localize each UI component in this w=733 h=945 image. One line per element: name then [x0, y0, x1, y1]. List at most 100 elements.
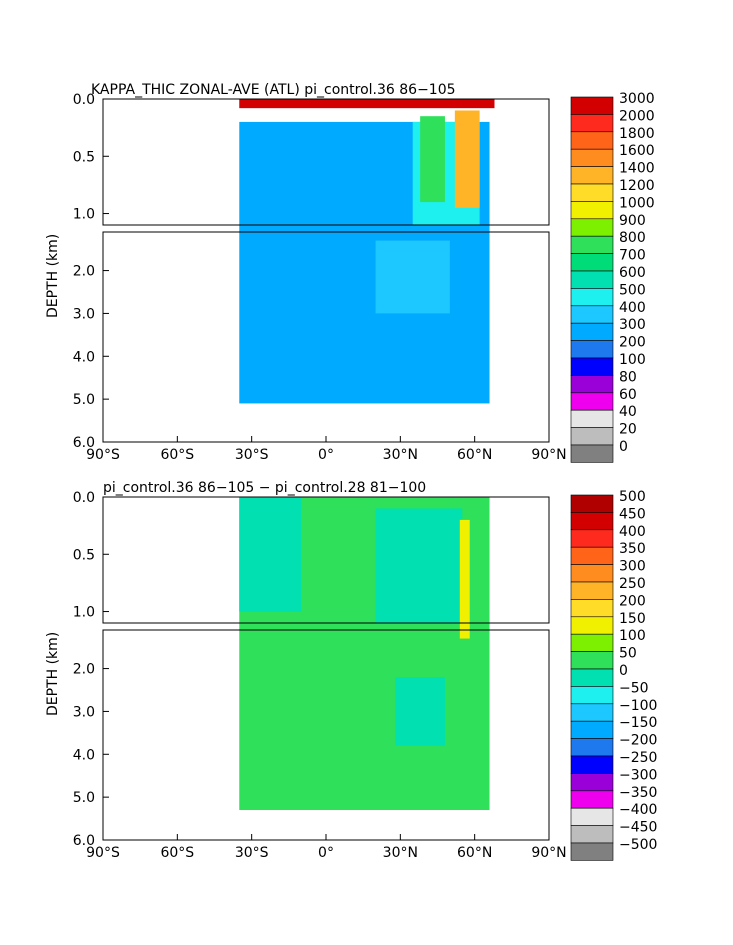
colorbar-label: 1200: [619, 178, 655, 194]
colorbar-label: 20: [619, 422, 637, 438]
contour-region: [239, 225, 489, 403]
colorbar-swatch: [571, 547, 613, 564]
x-tick-label: 60°S: [160, 845, 194, 861]
x-tick-label: 30°S: [235, 845, 269, 861]
colorbar-label: 500: [619, 282, 646, 298]
colorbar-swatch: [571, 219, 613, 236]
panel1-y-ticks: 0.0 0.5 1.0 2.0 3.0 4.0 5.0 6.0: [73, 92, 109, 451]
panel-difference: pi_control.36 86−105 − pi_control.28 …: [45, 480, 657, 861]
panel1-title: KAPPA_THIC ZONAL-AVE (ATL) pi_control.36…: [91, 82, 456, 98]
colorbar-label: 350: [619, 541, 646, 557]
colorbar-label: 400: [619, 300, 646, 316]
colorbar-label: 0: [619, 663, 628, 679]
contour-region: [239, 99, 494, 108]
y-tick-label: 2.0: [73, 264, 95, 280]
panel2-x-ticks: 90°S 60°S 30°S 0° 30°N 60°N 90°N: [86, 834, 567, 861]
contour-region: [455, 110, 480, 207]
colorbar-swatch: [571, 114, 613, 131]
colorbar-swatch: [571, 236, 613, 253]
panel1-filled-contours: [239, 99, 494, 403]
contour-region: [420, 116, 445, 202]
colorbar-swatch: [571, 358, 613, 375]
colorbar-swatch: [571, 97, 613, 114]
y-tick-label: 3.0: [73, 704, 95, 720]
colorbar-swatch: [571, 582, 613, 599]
colorbar-swatch: [571, 617, 613, 634]
colorbar-label: −450: [619, 820, 657, 836]
colorbar-swatch: [571, 445, 613, 462]
contour-region: [239, 623, 489, 810]
colorbar-label: −150: [619, 715, 657, 731]
colorbar-swatch: [571, 375, 613, 392]
x-tick-label: 60°N: [457, 845, 492, 861]
colorbar-label: 80: [619, 369, 637, 385]
colorbar-swatch: [571, 791, 613, 808]
colorbar-swatch: [571, 428, 613, 445]
colorbar-swatch: [571, 184, 613, 201]
colorbar-swatch: [571, 288, 613, 305]
colorbar-label: 600: [619, 265, 646, 281]
contour-region: [395, 677, 445, 746]
contour-region: [376, 241, 450, 314]
y-tick-label: 0.0: [73, 92, 95, 108]
x-tick-label: 90°N: [531, 845, 566, 861]
y-tick-label: 4.0: [73, 349, 95, 365]
panel2-colorbar: 500450400350300250200150100500−50−100−15…: [571, 489, 657, 860]
colorbar-swatch: [571, 410, 613, 427]
y-tick-label: 2.0: [73, 662, 95, 678]
colorbar-label: 450: [619, 506, 646, 522]
colorbar-label: 100: [619, 352, 646, 368]
x-tick-label: 0°: [318, 845, 334, 861]
colorbar-label: −500: [619, 837, 657, 853]
y-tick-label: 3.0: [73, 306, 95, 322]
colorbar-label: 100: [619, 628, 646, 644]
colorbar-label: 3000: [619, 91, 655, 107]
colorbar-swatch: [571, 132, 613, 149]
colorbar-label: 200: [619, 593, 646, 609]
colorbar-swatch: [571, 669, 613, 686]
colorbar-swatch: [571, 826, 613, 843]
colorbar-swatch: [571, 634, 613, 651]
colorbar-label: 900: [619, 213, 646, 229]
colorbar-swatch: [571, 254, 613, 271]
colorbar-label: 300: [619, 559, 646, 575]
colorbar-label: −50: [619, 680, 649, 696]
colorbar-label: 60: [619, 387, 637, 403]
colorbar-label: −300: [619, 767, 657, 783]
contour-region: [460, 623, 470, 639]
colorbar-label: −250: [619, 750, 657, 766]
colorbar-label: 1400: [619, 161, 655, 177]
colorbar-swatch: [571, 306, 613, 323]
x-tick-label: 90°S: [86, 447, 120, 463]
colorbar-label: −400: [619, 802, 657, 818]
colorbar-swatch: [571, 652, 613, 669]
colorbar-label: 200: [619, 335, 646, 351]
colorbar-swatch: [571, 843, 613, 860]
x-tick-label: 60°N: [457, 447, 492, 463]
colorbar-label: 800: [619, 230, 646, 246]
panel2-y-ticks: 0.0 0.5 1.0 2.0 3.0 4.0 5.0 6.0: [73, 490, 109, 849]
colorbar-label: 50: [619, 646, 637, 662]
contour-region: [239, 497, 301, 612]
panel2-ylabel: DEPTH (km): [45, 632, 61, 716]
colorbar-label: −350: [619, 785, 657, 801]
colorbar-swatch: [571, 721, 613, 738]
colorbar-swatch: [571, 739, 613, 756]
x-tick-label: 30°N: [383, 447, 418, 463]
colorbar-swatch: [571, 341, 613, 358]
panel-kappa-thic: KAPPA_THIC ZONAL-AVE (ATL) pi_control.36…: [45, 82, 655, 463]
colorbar-swatch: [571, 393, 613, 410]
y-tick-label: 5.0: [73, 392, 95, 408]
y-tick-label: 0.0: [73, 490, 95, 506]
x-tick-label: 30°S: [235, 447, 269, 463]
x-tick-label: 0°: [318, 447, 334, 463]
colorbar-swatch: [571, 167, 613, 184]
colorbar-swatch: [571, 686, 613, 703]
colorbar-label: 250: [619, 576, 646, 592]
colorbar-label: 0: [619, 439, 628, 455]
colorbar-label: 150: [619, 611, 646, 627]
colorbar-swatch: [571, 512, 613, 529]
x-tick-label: 60°S: [160, 447, 194, 463]
colorbar-label: 300: [619, 317, 646, 333]
colorbar-swatch: [571, 773, 613, 790]
